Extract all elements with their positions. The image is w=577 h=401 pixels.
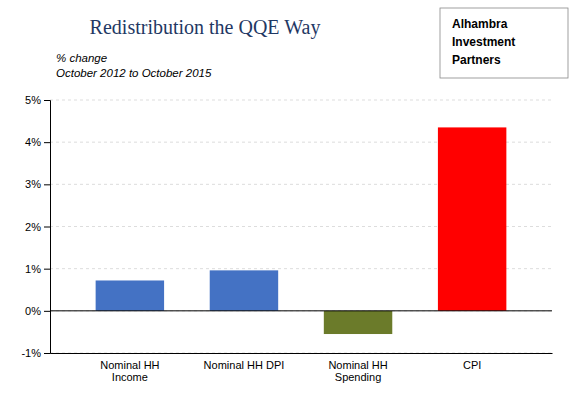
logo: Alhambra Investment Partners	[440, 8, 568, 78]
grid	[50, 100, 552, 353]
zero-line	[50, 310, 552, 311]
y-tick: 4%	[25, 136, 50, 148]
x-tick-label: CPI	[463, 359, 481, 371]
x-tick-label-line: Nominal HH	[100, 359, 159, 371]
x-tick-label-line: Spending	[335, 371, 382, 383]
bar	[324, 311, 392, 334]
x-tick-label-line: CPI	[463, 359, 481, 371]
y-tick: 1%	[25, 263, 50, 275]
y-tick-mark	[44, 269, 50, 270]
y-tick-mark	[44, 142, 50, 143]
x-tick-label: Nominal HHIncome	[100, 359, 159, 384]
x-tick: Nominal HHSpending	[328, 359, 387, 384]
y-tick: 5%	[25, 94, 50, 106]
grid-line	[50, 310, 552, 311]
x-tick: Nominal HH DPI	[204, 359, 285, 371]
bar	[438, 127, 506, 310]
y-axis: -1% 0% 1% 2% 3% 4% 5%	[21, 94, 50, 359]
y-tick: 0%	[25, 305, 50, 317]
y-tick-label: 1%	[25, 263, 41, 275]
title: Redistribution the QQE Way	[90, 16, 321, 39]
y-tick-label: 2%	[25, 221, 41, 233]
y-tick-label: 3%	[25, 178, 41, 190]
y-tick-label: 0%	[25, 305, 41, 317]
bar	[210, 270, 278, 310]
y-tick-label: 4%	[25, 136, 41, 148]
plot: -1%0%1%2%3%4%5%Nominal HHIncomeNominal H…	[21, 94, 552, 383]
y-tick: 3%	[25, 178, 50, 190]
annotation: Investment	[452, 35, 515, 49]
y-tick-mark	[44, 227, 50, 228]
y-tick-mark	[44, 100, 50, 101]
logo-box	[440, 8, 568, 78]
x-tick-label: Nominal HHSpending	[328, 359, 387, 384]
grid-line	[50, 353, 552, 354]
grid-line	[50, 100, 552, 101]
y-tick-label: 5%	[25, 94, 41, 106]
chart: Redistribution the QQE Way % change Octobe…	[0, 0, 577, 401]
y-tick: 2%	[25, 221, 50, 233]
x-tick-label-line: Income	[112, 371, 148, 383]
x-axis: Nominal HHIncomeNominal HH DPINominal HH…	[51, 354, 553, 384]
subtitle: October 2012 to October 2015	[56, 67, 212, 79]
x-tick: CPI	[463, 359, 481, 371]
x-tick: Nominal HHIncome	[100, 359, 159, 384]
subtitle: % change	[56, 52, 107, 64]
y-tick-mark	[44, 353, 50, 354]
bars	[96, 127, 507, 334]
x-tick-label: Nominal HH DPI	[204, 359, 285, 371]
annotation: Partners	[452, 53, 501, 67]
x-tick-label-line: Nominal HH DPI	[204, 359, 285, 371]
annotation: Alhambra	[452, 17, 508, 31]
y-axis-line	[44, 101, 51, 354]
y-tick-mark	[44, 311, 50, 312]
x-tick-label-line: Nominal HH	[328, 359, 387, 371]
x-axis-line	[51, 353, 553, 354]
y-tick-mark	[44, 184, 50, 185]
y-tick: -1%	[21, 347, 50, 359]
y-tick-label: -1%	[21, 347, 41, 359]
bar	[96, 280, 164, 310]
